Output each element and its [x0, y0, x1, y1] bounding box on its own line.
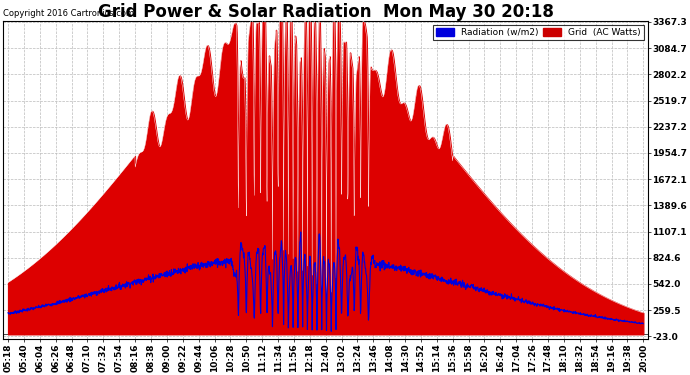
Title: Grid Power & Solar Radiation  Mon May 30 20:18: Grid Power & Solar Radiation Mon May 30 …: [98, 3, 553, 21]
Legend: Radiation (w/m2), Grid  (AC Watts): Radiation (w/m2), Grid (AC Watts): [433, 26, 644, 40]
Text: Copyright 2016 Cartronics.com: Copyright 2016 Cartronics.com: [3, 9, 135, 18]
